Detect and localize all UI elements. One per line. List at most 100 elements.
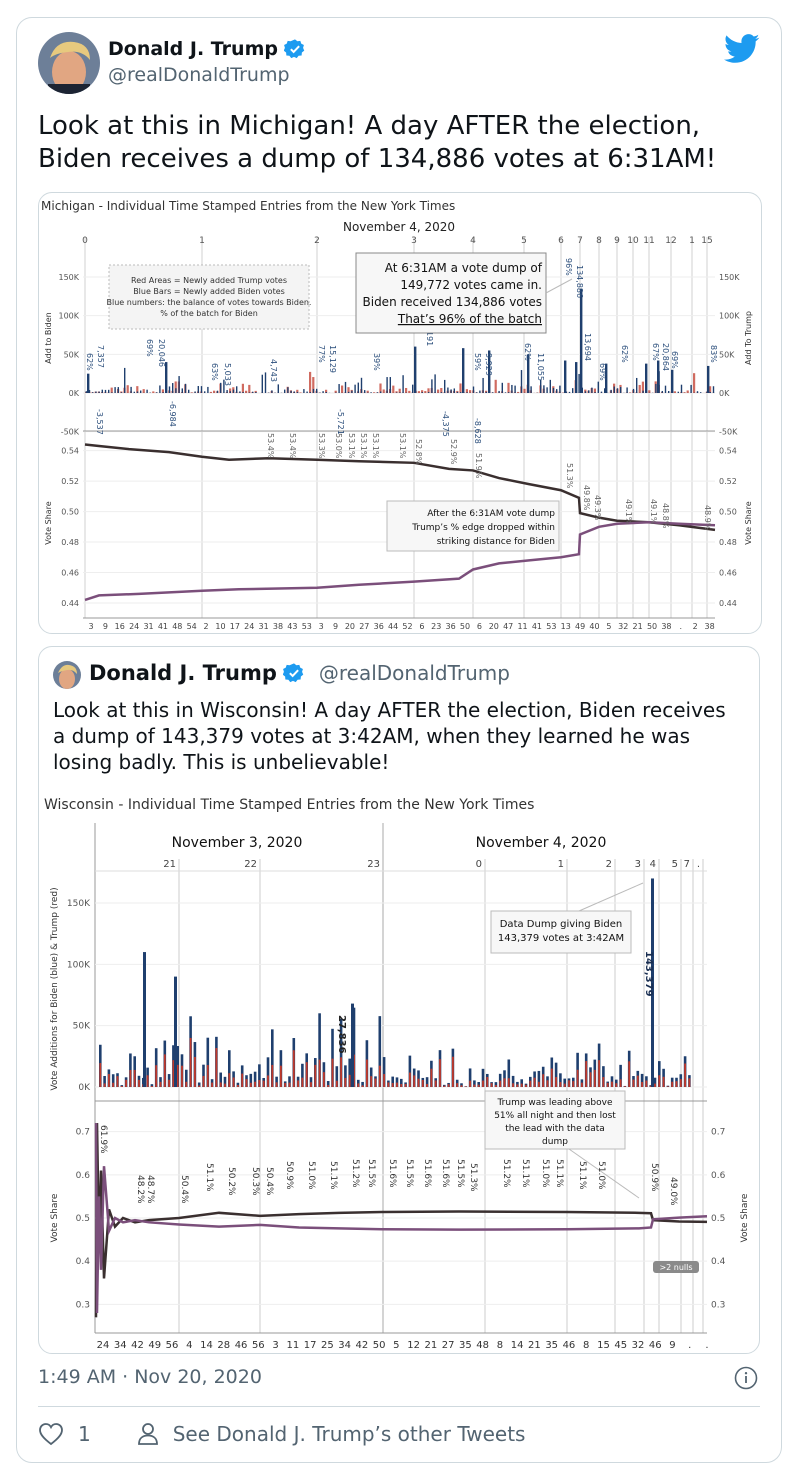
trump-bar [241,1073,244,1087]
trump-bar [280,1065,282,1087]
tweet-timestamp[interactable]: 1:49 AM · Nov 20, 2020 [38,1366,262,1388]
biden-bar [554,1062,558,1087]
share-ylabel-right: Vote Share [740,1193,750,1242]
biden-bar [133,391,135,393]
info-icon[interactable] [734,1366,758,1390]
biden-bar [331,1028,334,1087]
share-ylabel-right: Vote Share [744,501,753,545]
trump-bar [615,1083,618,1087]
trump-bar [611,1081,613,1087]
trump-bar [327,1085,330,1087]
hour-tick-label: 0 [82,236,88,246]
twitter-bird-icon[interactable] [724,34,760,64]
author-name[interactable]: Donald J. Trump [108,38,278,60]
trump-bar [120,391,123,393]
trump-bar [219,1082,222,1087]
biden-bar [344,381,347,393]
share-tick-label-right: 0.4 [711,1257,726,1267]
biden-bar [312,388,315,393]
biden-bar [450,389,452,393]
trump-bar [667,1086,669,1087]
trump-bar [174,381,177,393]
trump-bar [709,386,712,393]
trump-bar [529,1080,532,1087]
share-label: 51.1% [204,1163,214,1192]
biden-bar [226,390,228,393]
share-label: 50.4% [264,1167,274,1196]
trump-bar [323,1072,325,1087]
quoted-author-avatar[interactable] [53,661,81,689]
minute-tick-label: 28 [217,1340,230,1351]
biden-bar [511,1075,515,1087]
trump-bar [391,1082,394,1087]
minute-tick-label: 41 [158,622,168,631]
biden-bar [632,388,635,393]
biden-bar-large [580,288,583,393]
nulls-badge: >2 nulls [653,1261,699,1273]
trump-bar [370,1076,373,1087]
trump-bar [490,1083,493,1087]
biden-bar [136,391,139,393]
biden-bar [482,377,484,393]
biden-bar [610,389,612,393]
minute-tick-label: 4 [186,1340,192,1351]
biden-bar [204,391,206,393]
trump-bar [163,1054,166,1087]
trump-bar [190,392,193,393]
trump-bar [495,1085,497,1087]
value-label: 27,836 [336,1015,347,1054]
biden-bar [101,389,103,393]
value-label: 63% [210,363,219,381]
share-ylabel-left: Vote Share [50,1193,60,1242]
minute-tick-label: 17 [304,1340,317,1351]
quoted-author-name[interactable]: Donald J. Trump [89,661,277,685]
share-label: 48.9% [703,505,712,531]
biden-bar [338,384,340,393]
trump-bar [232,1077,235,1087]
biden-bar-large [657,360,660,393]
share-tick-label-right: 0.52 [719,477,737,486]
share-tick-label: 0.3 [76,1300,90,1310]
trump-bar [181,1065,183,1087]
biden-bar [348,391,350,393]
share-tick-label: 0.44 [61,599,79,608]
trump-bar [675,1081,678,1087]
biden-bar [456,391,459,393]
biden-bar [275,1076,278,1087]
quoted-author-handle[interactable]: @realDonaldTrump [318,661,510,685]
share-tick-label: 0.5 [76,1214,90,1224]
minute-tick-label: 21 [528,1340,541,1351]
wisconsin-lead-annotation: Trump was leading above 51% all night and… [484,1090,640,1199]
biden-bar [636,377,638,393]
michigan-chart-frame[interactable]: Michigan - Individual Time Stamped Entri… [38,192,762,634]
hour-tick-label: 9 [614,236,620,246]
trump-bar [673,391,676,393]
biden-bar [559,385,561,393]
biden-bar [653,1077,657,1087]
value-label: 69% [145,339,154,357]
trump-bar [379,383,382,393]
biden-bar [640,1073,644,1087]
trump-bar [138,1079,140,1087]
biden-bar [425,1077,429,1087]
biden-bar [150,1084,154,1087]
trump-bar [348,1074,351,1087]
author-avatar[interactable] [38,32,100,94]
biden-bar [642,390,644,393]
biden-bar [140,390,142,393]
quoted-tweet[interactable]: Donald J. Trump @realDonaldTrump Look at… [38,646,760,1354]
author-handle[interactable]: @realDonaldTrump [108,64,290,86]
trump-bar [658,1075,661,1087]
heart-icon[interactable] [38,1422,64,1446]
value-label: 7,357 [96,345,105,368]
hour-tick-label: 1 [199,236,205,246]
biden-bar-large [87,373,90,393]
trump-bar [249,1082,252,1087]
other-tweets-link[interactable]: See Donald J. Trump’s other Tweets [137,1422,525,1446]
biden-bar [103,1075,106,1087]
share-tick-label: 0.4 [76,1257,91,1267]
minute-tick-label: 25 [321,1340,334,1351]
biden-bar [120,392,123,393]
trump-bar [296,389,299,393]
biden-bar [223,379,225,393]
